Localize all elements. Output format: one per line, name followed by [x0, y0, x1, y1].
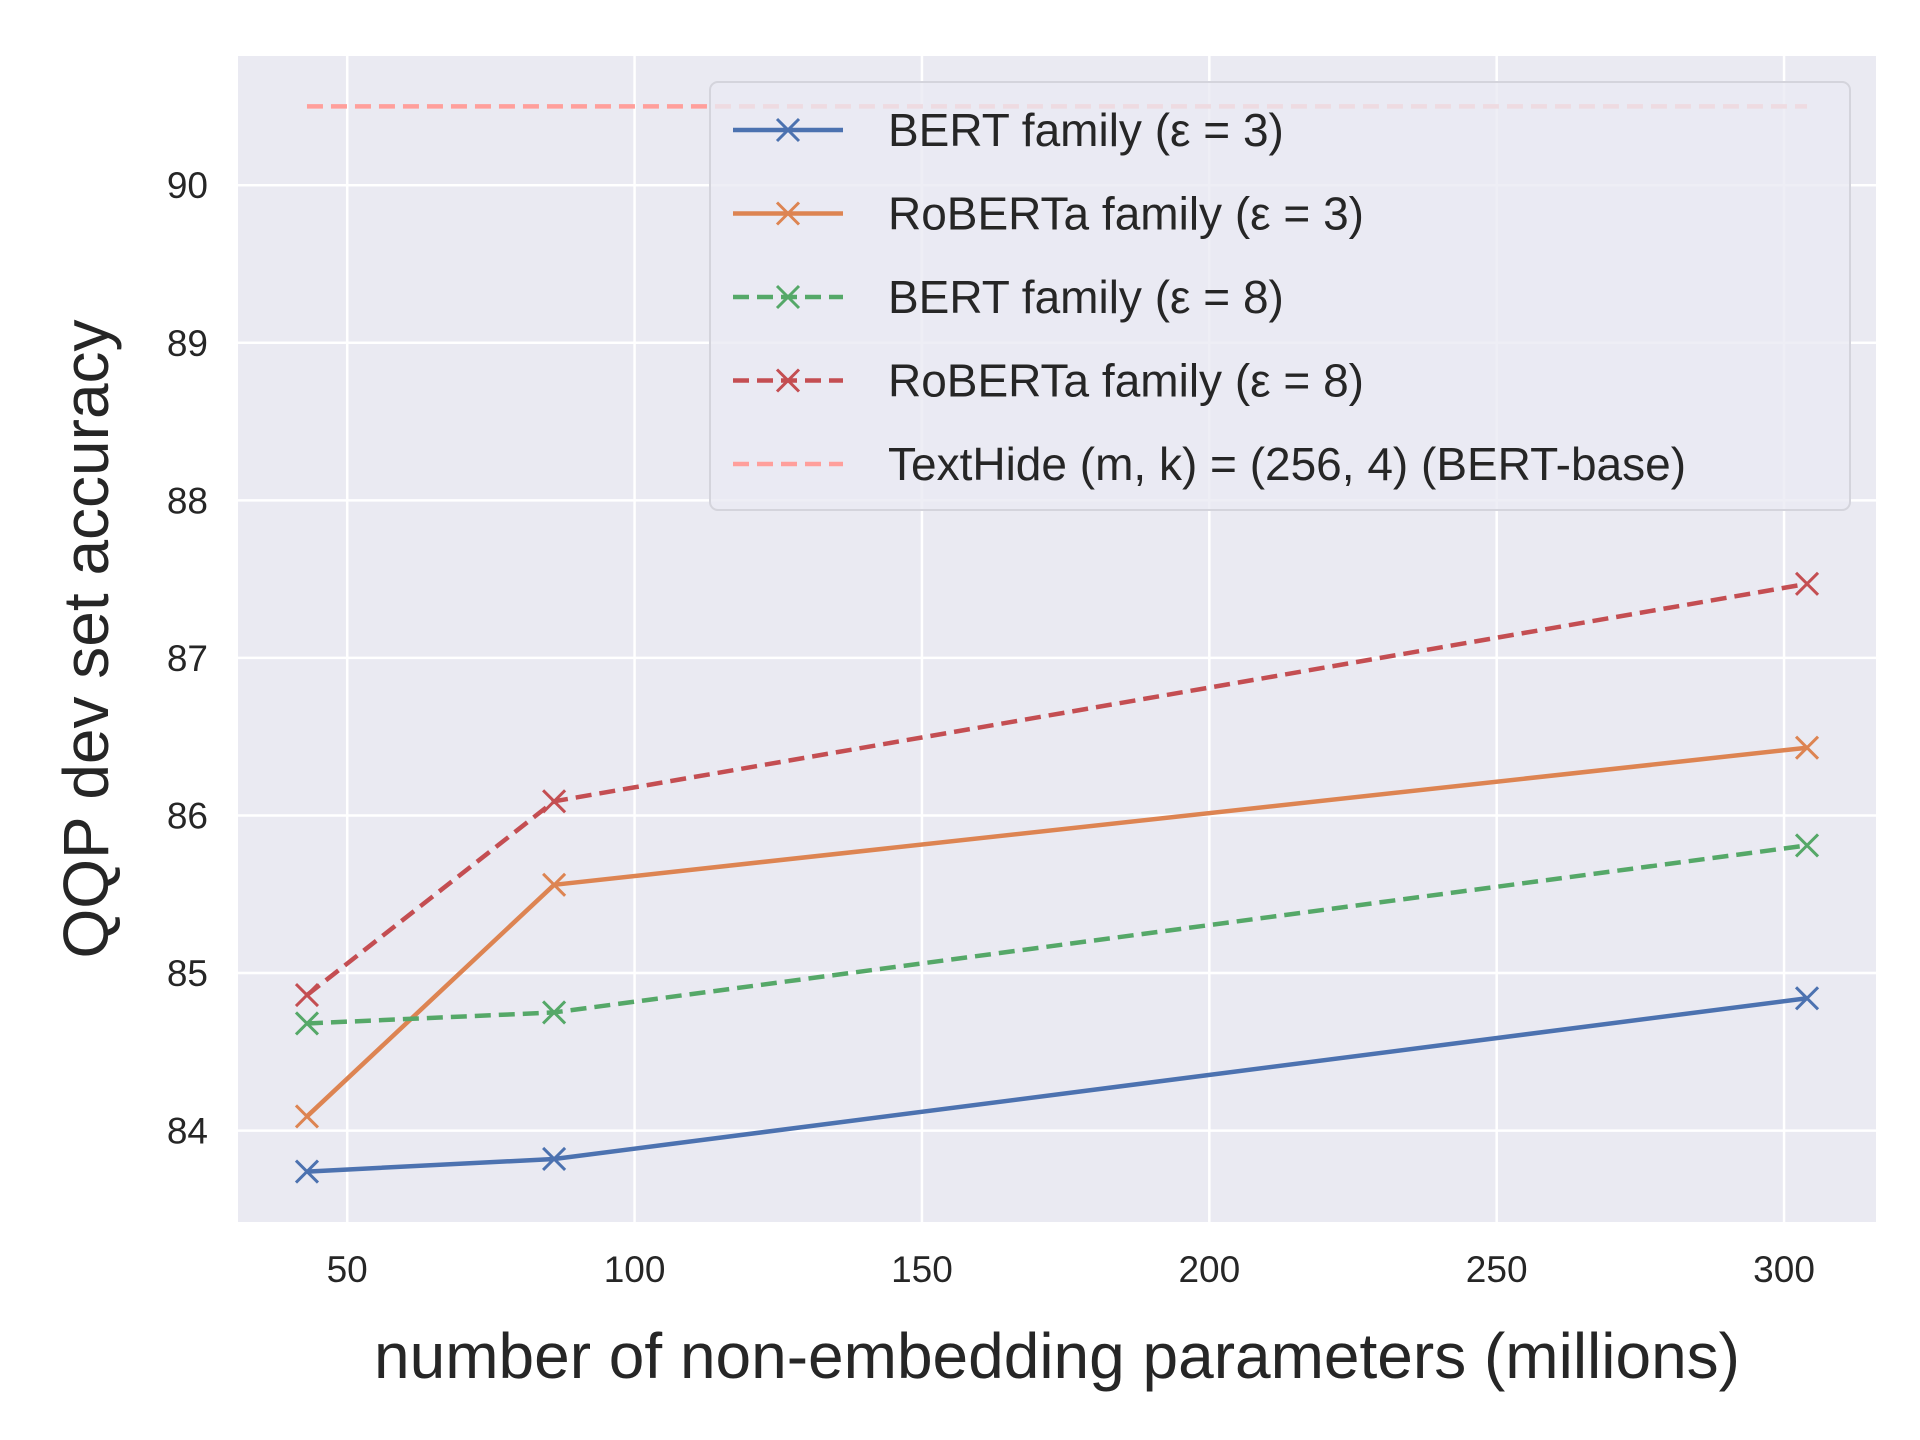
legend-marker	[775, 284, 801, 310]
marker-stroke	[542, 1146, 567, 1172]
legend-item: BERT family (ε = 3)	[733, 104, 1284, 156]
series-4	[294, 571, 1820, 1008]
marker-stroke	[1794, 833, 1820, 858]
x-axis-label: number of non-embedding parameters (mill…	[374, 1320, 1740, 1392]
marker-stroke	[775, 284, 801, 310]
y-tick-label: 87	[167, 638, 208, 679]
legend-item: RoBERTa family (ε = 3)	[733, 188, 1364, 240]
marker-stroke	[775, 117, 801, 143]
data-point	[1794, 833, 1820, 858]
data-point	[1794, 571, 1820, 596]
y-tick-label: 90	[167, 165, 208, 206]
data-point	[542, 872, 567, 897]
data-point	[542, 1146, 567, 1172]
legend-item: BERT family (ε = 8)	[733, 271, 1284, 323]
y-tick-label: 89	[167, 323, 208, 364]
marker-stroke	[542, 789, 567, 814]
y-axis-label: QQP dev set accuracy	[50, 319, 122, 958]
data-point	[294, 1104, 320, 1129]
series-3	[294, 833, 1820, 1036]
legend-label: RoBERTa family (ε = 3)	[888, 188, 1364, 240]
x-tick-label: 150	[891, 1249, 953, 1290]
data-point	[294, 1159, 320, 1184]
marker-stroke	[775, 201, 801, 226]
x-tick-label: 200	[1178, 1249, 1240, 1290]
marker-stroke	[294, 983, 320, 1008]
legend-box	[709, 81, 1851, 511]
x-tick-label: 50	[327, 1249, 368, 1290]
legend-label: RoBERTa family (ε = 8)	[888, 355, 1364, 407]
legend: BERT family (ε = 3) RoBERTa family (ε = 3…	[709, 81, 1851, 511]
marker-stroke	[294, 1159, 320, 1184]
data-point	[542, 789, 567, 814]
series-1	[294, 986, 1820, 1184]
legend-label: TextHide (m, k) = (256, 4) (BERT-base)	[888, 438, 1686, 490]
tick-labels: 50 100 150 200 250 300 84 85 86 87 88 89 90	[167, 165, 1815, 1290]
x-tick-label: 250	[1466, 1249, 1528, 1290]
legend-item: RoBERTa family (ε = 8)	[733, 355, 1364, 407]
x-tick-label: 300	[1753, 1249, 1815, 1290]
legend-item: TextHide (m, k) = (256, 4) (BERT-base)	[733, 438, 1686, 490]
y-tick-label: 88	[167, 480, 208, 521]
legend-marker	[775, 368, 801, 393]
marker-stroke	[542, 872, 567, 897]
marker-stroke	[1794, 735, 1820, 760]
x-tick-label: 100	[604, 1249, 666, 1290]
marker-stroke	[542, 1000, 567, 1025]
marker-stroke	[294, 1011, 320, 1036]
series-2	[294, 735, 1820, 1129]
y-tick-label: 85	[167, 953, 208, 994]
legend-marker	[775, 201, 801, 226]
marker-stroke	[775, 368, 801, 393]
legend-label: BERT family (ε = 8)	[888, 271, 1284, 323]
marker-stroke	[1794, 986, 1820, 1011]
legend-label: BERT family (ε = 3)	[888, 104, 1284, 156]
data-point	[1794, 735, 1820, 760]
data-point	[542, 1000, 567, 1025]
marker-stroke	[294, 1104, 320, 1129]
legend-marker	[775, 117, 801, 143]
data-point	[294, 983, 320, 1008]
data-point	[294, 1011, 320, 1036]
y-tick-label: 84	[167, 1111, 208, 1152]
data-point	[1794, 986, 1820, 1011]
y-tick-label: 86	[167, 795, 208, 836]
marker-stroke	[1794, 571, 1820, 596]
